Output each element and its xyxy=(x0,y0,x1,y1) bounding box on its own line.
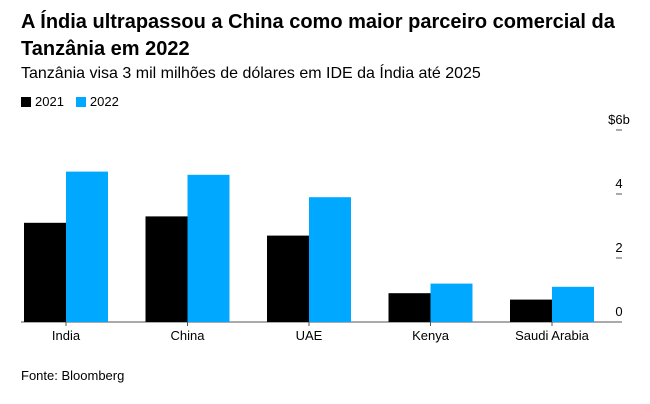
bar-saudi-arabia-2021 xyxy=(510,299,552,322)
y-tick-label: $6b xyxy=(608,112,630,127)
y-tick-label: 2 xyxy=(615,240,622,255)
legend-swatch-2021 xyxy=(21,96,31,107)
legend-item-2021: 2021 xyxy=(21,94,64,109)
bar-china-2021 xyxy=(145,216,188,322)
y-tick-label: 0 xyxy=(615,304,622,319)
source-note: Fonte: Bloomberg xyxy=(21,368,125,383)
bar-kenya-2022 xyxy=(430,283,473,322)
x-tick-label: China xyxy=(171,328,206,343)
bar-uae-2021 xyxy=(267,235,309,322)
chart-subtitle: Tanzânia visa 3 mil milhões de dólares e… xyxy=(21,65,481,82)
chart-title: A Índia ultrapassou a China como maior p… xyxy=(21,11,615,60)
bar-kenya-2021 xyxy=(388,293,431,322)
x-tick-label: India xyxy=(52,328,81,343)
bar-china-2022 xyxy=(187,174,230,322)
legend-item-2022: 2022 xyxy=(75,94,119,109)
x-tick-label: Kenya xyxy=(412,328,450,343)
legend-label-2021: 2021 xyxy=(35,94,64,109)
legend: 2021 2022 xyxy=(21,94,131,109)
x-tick-label: UAE xyxy=(296,328,323,343)
legend-label-2022: 2022 xyxy=(89,94,119,109)
bar-india-2022 xyxy=(66,171,108,322)
bar-saudi-arabia-2022 xyxy=(552,286,594,322)
bar-india-2021 xyxy=(24,222,66,322)
legend-swatch-2022 xyxy=(75,96,86,107)
y-tick-label: 4 xyxy=(615,176,622,191)
bar-uae-2022 xyxy=(309,197,351,322)
x-tick-label: Saudi Arabia xyxy=(515,328,589,343)
